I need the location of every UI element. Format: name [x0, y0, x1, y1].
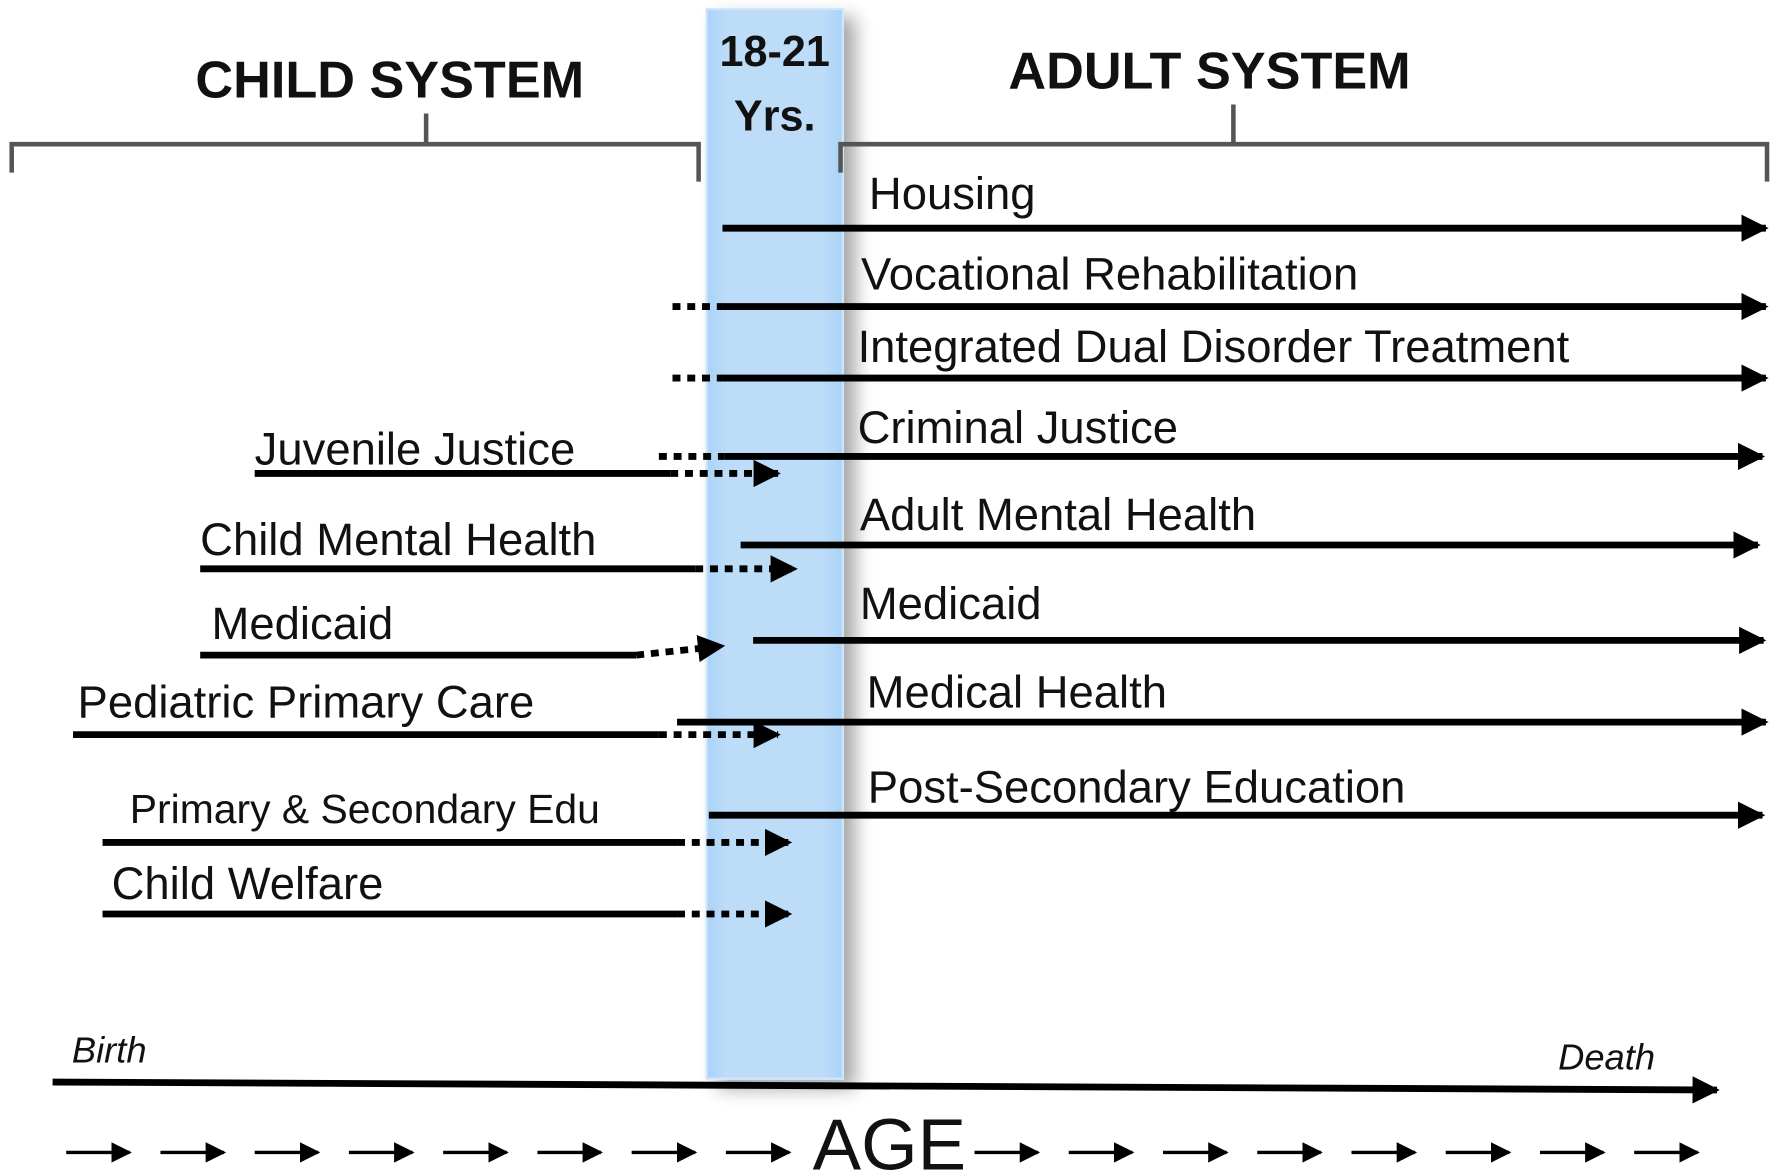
child-service-label: Child Welfare: [112, 858, 384, 909]
child-bracket: [9, 113, 701, 182]
child-service-label: Pediatric Primary Care: [78, 677, 535, 728]
adult-service-label: Vocational Rehabilitation: [861, 249, 1358, 300]
child-service-label: Juvenile Justice: [255, 423, 576, 474]
death-label: Death: [1558, 1037, 1655, 1078]
adult-service-label: Post-Secondary Education: [868, 762, 1406, 813]
age-label: AGE: [813, 1104, 966, 1174]
adult-service-label: Housing: [869, 168, 1036, 219]
transition-label: 18-21: [720, 28, 830, 76]
adult-system-title: ADULT SYSTEM: [1008, 43, 1410, 101]
transition-label: Yrs.: [734, 93, 816, 141]
adult-service-label: Integrated Dual Disorder Treatment: [858, 321, 1570, 372]
child-system-title: CHILD SYSTEM: [195, 52, 584, 110]
adult-bracket: [838, 104, 1770, 182]
adult-service-label: Adult Mental Health: [860, 489, 1256, 540]
adult-service-label: Medical Health: [867, 666, 1167, 717]
adult-service-label: Medicaid: [860, 578, 1042, 629]
adult-service-label: Criminal Justice: [858, 402, 1178, 453]
child-service-label: Child Mental Health: [200, 514, 596, 565]
child-service-label: Primary & Secondary Edu: [130, 786, 600, 832]
age-axis: [52, 1076, 1720, 1104]
birth-label: Birth: [72, 1030, 147, 1071]
child-service-label: Medicaid: [212, 598, 394, 649]
